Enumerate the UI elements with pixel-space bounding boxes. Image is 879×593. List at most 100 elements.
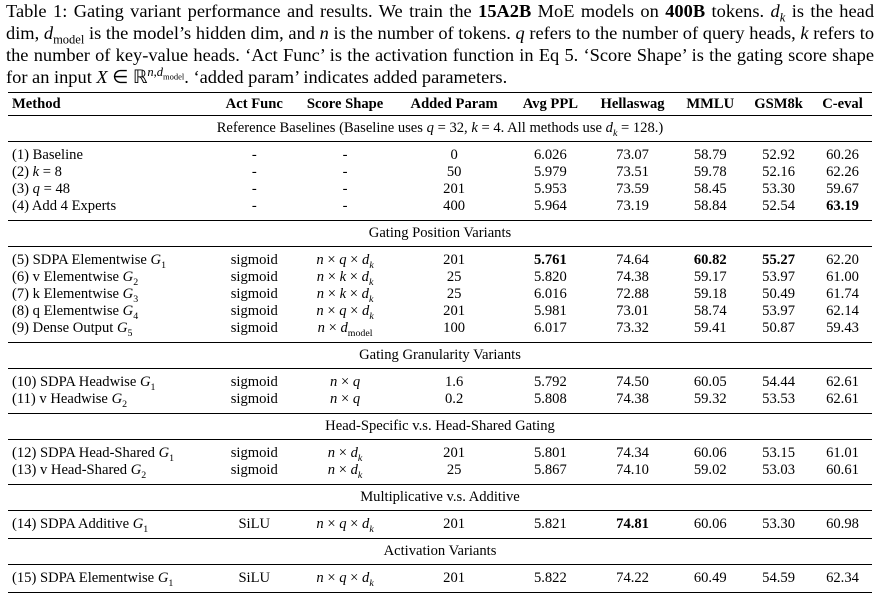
- section-row: Head-Specific v.s. Head-Shared Gating: [8, 413, 872, 440]
- caption: Table 1: Gating variant performance and …: [6, 1, 875, 87]
- data-row: (13) v Head-Shared G2 sigmoid n × dk 25 5.86…: [8, 462, 872, 485]
- value-cell: 74.64: [616, 252, 649, 268]
- data-row: (11) v Headwise G2 sigmoid n × q 0.2 5.808 74…: [8, 391, 872, 414]
- value-cell: 54.59: [744, 564, 813, 593]
- method-cell: (10) SDPA Headwise G1: [12, 374, 156, 393]
- method-cell: (1) Baseline: [12, 147, 83, 163]
- value-cell: 58.74: [693, 303, 727, 319]
- value-cell: 59.02: [693, 462, 727, 478]
- value-cell: 5.821: [533, 516, 567, 532]
- value-cell: 60.49: [676, 564, 745, 593]
- value-cell: -: [342, 147, 348, 163]
- value-cell: 100: [443, 320, 466, 336]
- table-body: Reference Baselines (Baseline uses q = 3…: [8, 115, 872, 593]
- column-header: Avg PPL: [511, 92, 589, 116]
- value-cell: 50.87: [762, 320, 795, 336]
- value-cell: 61.01: [826, 445, 859, 461]
- method-cell: (3) q = 48: [12, 181, 71, 197]
- value-cell: 201: [443, 252, 466, 268]
- value-cell: 61.00: [826, 269, 859, 285]
- value-cell: 62.20: [826, 252, 859, 268]
- value-cell: 53.97: [762, 269, 795, 285]
- value-cell: sigmoid: [230, 252, 278, 268]
- value-cell: n × dk: [327, 445, 363, 464]
- method-cell: (7) k Elementwise G3: [12, 286, 139, 305]
- value-cell: 73.19: [616, 198, 649, 214]
- value-cell: 5.808: [533, 391, 567, 407]
- method-cell: (2) k = 8: [12, 164, 62, 180]
- value-cell: 74.34: [616, 445, 649, 461]
- value-cell: sigmoid: [230, 303, 278, 319]
- value-cell: 201: [443, 445, 466, 461]
- column-header: C-eval: [813, 92, 872, 116]
- column-header: Added Param: [396, 92, 512, 116]
- method-cell: (6) v Elementwise G2: [12, 269, 139, 288]
- value-cell: 201: [443, 303, 466, 319]
- method-cell: (13) v Head-Shared G2: [12, 462, 147, 481]
- value-cell: n × q × dk: [316, 252, 374, 271]
- value-cell: 201: [396, 564, 512, 593]
- value-cell: 5.820: [533, 269, 567, 285]
- value-cell: 62.61: [826, 391, 859, 407]
- value-cell: 74.10: [616, 462, 649, 478]
- section-title: Reference Baselines (Baseline uses q = 3…: [8, 115, 872, 142]
- section-row: Gating Position Variants: [8, 220, 872, 247]
- column-header: Score Shape: [293, 92, 397, 116]
- value-cell: 59.18: [693, 286, 727, 302]
- section-title: Multiplicative v.s. Additive: [8, 484, 872, 511]
- value-cell: 5.953: [533, 181, 567, 197]
- value-cell: n × dk: [327, 462, 363, 481]
- value-cell: 74.38: [616, 391, 649, 407]
- value-cell: 60.06: [693, 445, 727, 461]
- section-row: Activation Variants: [8, 538, 872, 565]
- value-cell: 5.801: [533, 445, 567, 461]
- data-row: (5) SDPA Elementwise G1 sigmoid n × q × dk…: [8, 247, 872, 270]
- value-cell: 5.792: [533, 374, 567, 390]
- value-cell: 60.06: [693, 516, 727, 532]
- value-cell: 54.44: [762, 374, 795, 390]
- value-cell: n × q × dk: [316, 303, 374, 322]
- method-cell: (8) q Elementwise G4: [12, 303, 139, 322]
- method-cell: (11) v Headwise G2: [12, 391, 128, 410]
- value-cell: sigmoid: [230, 286, 278, 302]
- value-cell: 5.979: [533, 164, 567, 180]
- value-cell: 59.67: [826, 181, 859, 197]
- value-cell: 25: [446, 286, 462, 302]
- value-cell: -: [251, 181, 257, 197]
- value-cell: n × k × dk: [316, 269, 374, 288]
- method-cell: (15) SDPA Elementwise G1: [8, 564, 215, 593]
- data-row: (4) Add 4 Experts - - 400 5.964 73.19 58.84 52.…: [8, 198, 872, 221]
- method-cell: (12) SDPA Head-Shared G1: [12, 445, 175, 464]
- value-cell: 62.61: [826, 374, 859, 390]
- value-cell: 60.05: [693, 374, 727, 390]
- value-cell: 6.026: [533, 147, 567, 163]
- value-cell: 60.98: [826, 516, 859, 532]
- value-cell: sigmoid: [230, 445, 278, 461]
- data-row: (7) k Elementwise G3 sigmoid n × k × dk 25 6…: [8, 286, 872, 305]
- value-cell: 59.17: [693, 269, 727, 285]
- value-cell: SiLU: [238, 516, 271, 532]
- value-cell: 25: [446, 269, 462, 285]
- value-cell: 59.43: [826, 320, 859, 336]
- value-cell: 60.26: [826, 147, 859, 163]
- value-cell: 73.59: [616, 181, 649, 197]
- method-cell: (4) Add 4 Experts: [12, 198, 117, 214]
- value-cell: n × k × dk: [316, 286, 374, 305]
- value-cell: 52.16: [762, 164, 795, 180]
- section-title: Activation Variants: [8, 538, 872, 565]
- value-cell: 58.45: [693, 181, 727, 197]
- value-cell: 60.82: [693, 252, 727, 268]
- section-row: Multiplicative v.s. Additive: [8, 484, 872, 511]
- value-cell: -: [251, 198, 257, 214]
- value-cell: sigmoid: [230, 269, 278, 285]
- value-cell: 5.981: [533, 303, 567, 319]
- value-cell: sigmoid: [230, 462, 278, 478]
- value-cell: 50.49: [762, 286, 795, 302]
- value-cell: 74.50: [616, 374, 649, 390]
- value-cell: 52.54: [762, 198, 795, 214]
- data-row: (14) SDPA Additive G1 SiLU n × q × dk 201 5.…: [8, 511, 872, 539]
- value-cell: -: [251, 164, 257, 180]
- value-cell: 63.19: [826, 198, 859, 214]
- header-row: Method Act Func Score Shape Added Param Avg …: [8, 92, 872, 116]
